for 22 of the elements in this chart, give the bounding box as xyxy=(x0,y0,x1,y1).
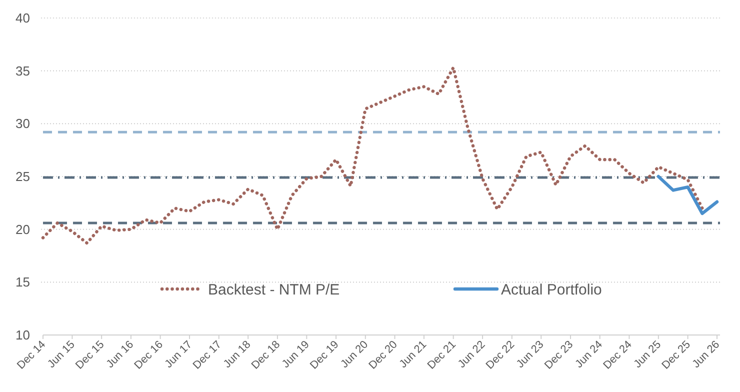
x-tick-label: Dec 22 xyxy=(484,338,518,372)
x-tick-label: Dec 17 xyxy=(190,338,224,372)
x-tick-label: Dec 21 xyxy=(425,338,458,372)
y-tick-label: 25 xyxy=(16,169,30,184)
x-tick-label: Dec 24 xyxy=(601,338,634,372)
line-series xyxy=(41,66,704,245)
x-tick-label: Dec 23 xyxy=(542,338,576,372)
legend-label: Actual Portfolio xyxy=(501,281,602,298)
x-tick-label: Dec 20 xyxy=(366,338,400,372)
y-tick-label: 30 xyxy=(16,116,30,132)
y-tick-label: 40 xyxy=(16,10,30,26)
y-tick-label: 20 xyxy=(16,222,30,237)
y-tick-label: 35 xyxy=(16,63,30,78)
x-tick-label: Dec 15 xyxy=(74,338,107,372)
x-tick-label: Dec 18 xyxy=(249,338,283,372)
y-tick-label: 15 xyxy=(16,274,30,290)
x-tick-label: Dec 19 xyxy=(308,338,342,372)
line-series xyxy=(656,174,719,216)
legend-label: Backtest - NTM P/E xyxy=(208,281,340,298)
x-tick-label: Dec 25 xyxy=(660,338,693,372)
x-tick-label: Dec 16 xyxy=(132,338,166,372)
x-tick-label: Jun 26 xyxy=(690,338,722,370)
